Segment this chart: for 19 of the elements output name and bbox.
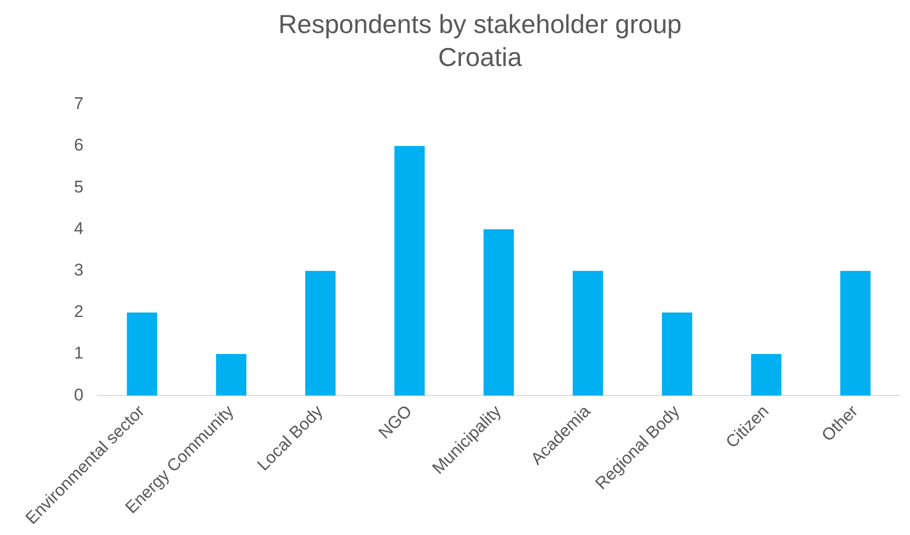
bar [662,312,692,396]
y-tick-label: 5 [74,177,84,196]
bar [216,354,246,396]
bar [572,270,604,396]
bar [394,146,425,396]
y-tick-label: 2 [74,302,84,322]
y-tick-label: 4 [74,218,84,238]
chart-title: Respondents by stakeholder group [278,8,682,39]
chart-subtitle: Croatia [438,42,522,72]
y-tick-label: 0 [74,385,84,404]
bar [751,354,782,396]
bar [305,270,336,396]
y-tick-label: 1 [74,344,84,363]
y-tick-label: 3 [74,260,84,280]
bar [840,270,871,396]
bar [126,312,158,396]
bar [484,229,514,396]
y-tick-label: 6 [74,136,84,155]
y-tick-label: 7 [74,94,84,114]
